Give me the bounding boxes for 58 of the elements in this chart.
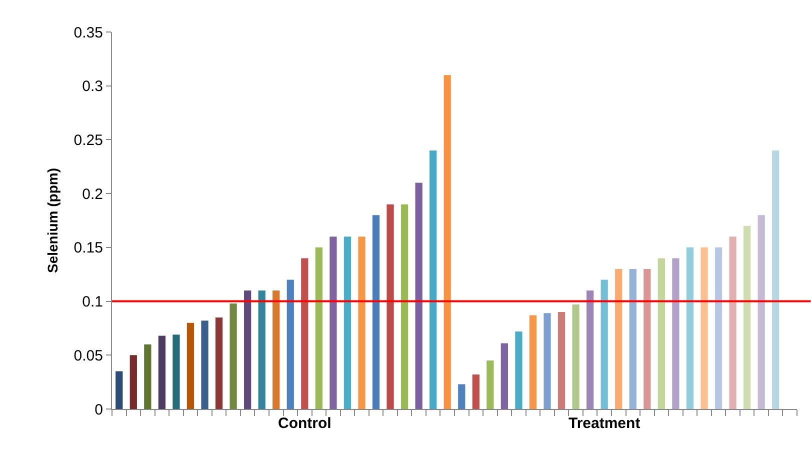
y-tick-label: 0.05: [74, 347, 103, 364]
y-tick-label: 0.25: [74, 132, 103, 149]
y-axis-title: Selenium (ppm): [44, 168, 60, 274]
bar: [658, 258, 665, 409]
bar: [672, 258, 680, 409]
bar: [600, 280, 608, 409]
bar: [686, 247, 694, 409]
bar: [743, 226, 751, 409]
bar: [572, 304, 580, 409]
bar: [444, 75, 451, 409]
bar: [201, 320, 208, 409]
bar: [258, 290, 266, 409]
bar: [714, 247, 722, 409]
bar: [116, 371, 123, 409]
bar: [629, 268, 636, 409]
bar: [372, 215, 380, 409]
bar: [486, 360, 494, 409]
bar: [458, 384, 466, 409]
bar: [130, 355, 137, 409]
bar: [386, 204, 394, 409]
bar: [644, 268, 651, 409]
bar: [172, 334, 180, 409]
x-tick-label: Control: [278, 415, 332, 432]
bar: [244, 290, 252, 409]
bar: [544, 313, 551, 409]
bar: [615, 268, 622, 409]
bar: [344, 236, 352, 409]
bar: [158, 336, 166, 409]
y-tick-label: 0.15: [74, 240, 103, 257]
bar: [729, 236, 736, 409]
bar: [415, 182, 422, 409]
bar: [515, 331, 522, 409]
bar: [400, 204, 408, 409]
bar: [144, 344, 152, 409]
bar: [315, 247, 322, 409]
bar: [215, 317, 223, 409]
bar: [430, 150, 437, 409]
bar: [500, 343, 508, 409]
bar: [772, 150, 780, 409]
bar: [700, 247, 708, 409]
bar: [472, 374, 480, 409]
bar: [586, 290, 594, 409]
bar: [558, 312, 566, 409]
bar: [286, 280, 294, 409]
bar: [529, 315, 537, 409]
bar: [186, 322, 194, 409]
bar: [272, 290, 280, 409]
bar: [330, 236, 337, 409]
x-tick-label: Treatment: [568, 415, 640, 432]
y-tick-label: 0.3: [82, 78, 103, 96]
y-tick-label: 0.35: [74, 24, 103, 42]
y-tick-label: 0: [94, 401, 103, 418]
bar: [758, 215, 765, 409]
bar: [358, 236, 366, 409]
bar: [230, 303, 237, 409]
y-tick-label: 0.2: [82, 186, 103, 203]
bar: [301, 258, 308, 409]
y-tick-label: 0.1: [82, 294, 103, 311]
